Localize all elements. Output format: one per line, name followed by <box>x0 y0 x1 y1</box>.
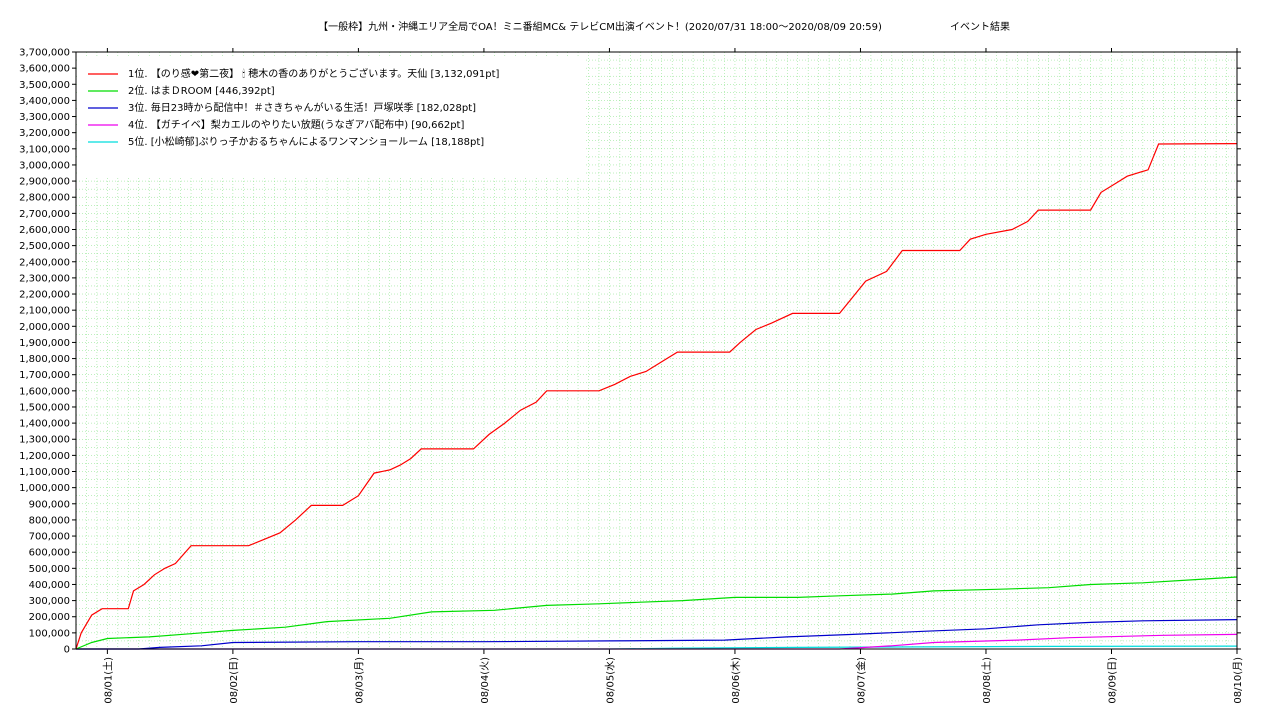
y-tick-label: 2,800,000 <box>19 193 70 204</box>
y-axis: 0 100,000 200,000 300,000 400,000 500,000 600,… <box>19 48 1241 656</box>
x-tick-label: 08/10(月) <box>1232 657 1244 704</box>
y-tick-label: 1,600,000 <box>19 386 70 397</box>
legend-entry: 1位. 【のり感❤第二夜】 🕯 穂木の香のありがとうございます。天仙 [3,13… <box>128 67 500 80</box>
x-tick-label: 08/08(土) <box>980 657 993 704</box>
x-tick-label: 08/04(火) <box>479 657 491 704</box>
y-tick-label: 2,700,000 <box>19 209 70 220</box>
y-tick-label: 300,000 <box>29 596 70 607</box>
y-tick-label: 0 <box>64 645 70 656</box>
x-tick-label: 08/09(日) <box>1107 657 1118 704</box>
y-tick-label: 400,000 <box>29 580 70 591</box>
y-tick-label: 1,500,000 <box>19 402 70 413</box>
y-tick-label: 2,300,000 <box>19 273 70 284</box>
y-tick-label: 1,900,000 <box>19 338 70 349</box>
x-tick-label: 08/01(土) <box>101 657 114 704</box>
chart-title: 【一般枠】九州・沖縄エリア全局でOA！ミニ番組MC& テレビCM出演イベント！(… <box>318 20 882 33</box>
y-tick-label: 3,600,000 <box>19 64 70 75</box>
y-tick-label: 3,700,000 <box>19 48 70 59</box>
y-tick-label: 2,100,000 <box>19 306 70 317</box>
y-tick-label: 1,700,000 <box>19 370 70 381</box>
y-tick-label: 2,600,000 <box>19 225 70 236</box>
y-tick-label: 1,400,000 <box>19 419 70 430</box>
y-tick-label: 3,300,000 <box>19 112 70 123</box>
y-tick-label: 200,000 <box>29 612 70 623</box>
y-tick-label: 3,500,000 <box>19 80 70 91</box>
y-tick-label: 1,800,000 <box>19 354 70 365</box>
legend: 1位. 【のり感❤第二夜】 🕯 穂木の香のありがとうございます。天仙 [3,13… <box>78 58 586 176</box>
y-tick-label: 800,000 <box>29 515 70 526</box>
series-line <box>76 633 1238 650</box>
y-tick-label: 3,200,000 <box>19 128 70 139</box>
x-tick-label: 08/02(日) <box>229 657 240 704</box>
y-tick-label: 1,100,000 <box>19 467 70 478</box>
x-axis: 08/01(土) 08/02(日) 08/03(月) 08/04(火) 08/05(水)… <box>101 48 1244 704</box>
x-tick-label: 08/05(水) <box>604 657 616 704</box>
x-tick-label: 08/06(木) <box>730 657 742 704</box>
y-tick-label: 3,100,000 <box>19 144 70 155</box>
legend-entry: 2位. はまＤROOM [446,392pt] <box>128 84 275 97</box>
y-tick-label: 900,000 <box>29 499 70 510</box>
legend-entry: 5位. [小松崎郁]ぷりっ子かおるちゃんによるワンマンショールーム [18,18… <box>128 135 484 148</box>
y-tick-label: 1,000,000 <box>19 483 70 494</box>
y-tick-label: 2,200,000 <box>19 290 70 301</box>
y-tick-label: 2,000,000 <box>19 322 70 333</box>
y-tick-label: 2,900,000 <box>19 177 70 188</box>
x-tick-label: 08/03(月) <box>353 657 365 704</box>
y-tick-label: 1,200,000 <box>19 451 70 462</box>
y-tick-label: 2,400,000 <box>19 257 70 268</box>
x-tick-label: 08/07(金) <box>854 657 867 704</box>
y-tick-label: 2,500,000 <box>19 241 70 252</box>
y-tick-label: 100,000 <box>29 628 70 639</box>
y-tick-label: 700,000 <box>29 532 70 543</box>
legend-background <box>78 58 586 176</box>
series-line <box>75 143 1238 650</box>
legend-entry: 3位. 毎日23時から配信中！＃さきちゃんがいる生活！戸塚咲季 [182,028… <box>128 101 476 114</box>
series-line <box>76 619 1238 650</box>
y-tick-label: 3,000,000 <box>19 160 70 171</box>
y-tick-label: 3,400,000 <box>19 96 70 107</box>
y-tick-label: 600,000 <box>29 548 70 559</box>
plot-frame <box>75 51 1238 650</box>
series-line <box>75 576 1238 650</box>
legend-entry: 4位. 【ガチイベ】梨カエルのやりたい放題(うなぎアバ配布中) [90,662p… <box>128 118 464 131</box>
y-tick-label: 1,300,000 <box>19 435 70 446</box>
y-tick-label: 500,000 <box>29 564 70 575</box>
chart-subtitle: イベント結果 <box>950 20 1010 33</box>
series-lines <box>75 143 1238 650</box>
